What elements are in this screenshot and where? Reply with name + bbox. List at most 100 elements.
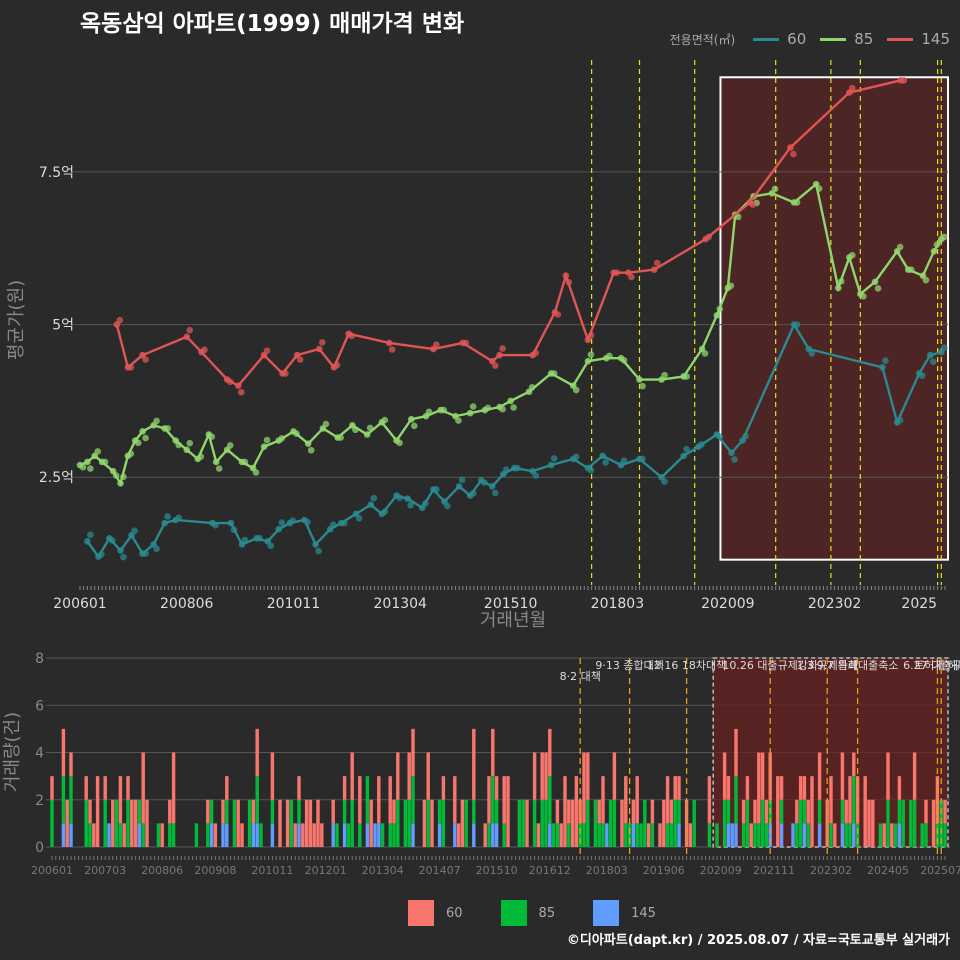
volume-bar-85 (194, 823, 199, 847)
volume-bar-60 (760, 752, 765, 800)
volume-bar-60 (597, 799, 601, 824)
volume-bar-60 (867, 799, 871, 847)
policy-annotation: 1.3 규제완화 (796, 659, 857, 672)
volume-bar-85 (88, 823, 92, 847)
volume-bar-85 (673, 799, 677, 847)
volume-bar-60 (411, 728, 415, 777)
deal-point-85 (241, 458, 249, 466)
point-85 (507, 397, 514, 405)
volume-bar-60 (844, 799, 848, 824)
volume-x-tick-label: 200601 (31, 864, 73, 877)
volume-bar-60 (665, 776, 670, 824)
volume-bar-60 (130, 799, 134, 847)
volume-bar-60 (225, 776, 229, 800)
point-85 (636, 376, 643, 383)
volume-bar-85 (464, 799, 468, 847)
deal-point-60 (550, 455, 558, 462)
volume-bar-60 (753, 799, 757, 824)
volume-bar-60 (388, 776, 392, 824)
deal-point-60 (164, 513, 171, 520)
volume-bar-85 (935, 823, 940, 847)
volume-bar-85 (795, 823, 799, 847)
volume-bar-60 (779, 776, 784, 800)
volume-bar-85 (909, 799, 913, 847)
point-85 (407, 415, 415, 423)
deal-point-60 (381, 508, 389, 515)
y-tick-label: 5억 (52, 318, 74, 334)
deal-point-60 (572, 453, 580, 461)
volume-bar-60 (931, 799, 936, 847)
volume-bar-85 (544, 799, 548, 847)
volume-bar-60 (795, 799, 799, 824)
volume-bar-60 (240, 823, 244, 847)
deal-point-60 (602, 459, 609, 466)
volume-bar-85 (601, 823, 605, 847)
legend-box-60 (408, 900, 434, 926)
deal-point-85 (79, 463, 87, 471)
volume-bar-60 (882, 823, 886, 847)
volume-bar-60 (532, 752, 537, 800)
volume-bar-85 (734, 776, 738, 824)
volume-bar-85 (437, 799, 442, 824)
volume-bar-60 (69, 752, 73, 777)
volume-bar-60 (342, 776, 347, 800)
deal-point-60 (131, 527, 138, 535)
volume-bar-60 (111, 799, 115, 847)
volume-bar-60 (441, 776, 446, 800)
deal-point-85 (87, 465, 94, 472)
volume-bar-85 (855, 823, 860, 847)
volume-bar-60 (802, 776, 807, 800)
deal-point-85 (425, 408, 433, 416)
volume-bar-60 (460, 799, 465, 847)
legend-bar-label-85: 85 (538, 905, 556, 921)
volume-bar-85 (225, 799, 229, 824)
volume-bar-85 (829, 823, 833, 847)
point-60 (728, 449, 735, 457)
volume-bar-60 (456, 823, 461, 847)
volume-bar-85 (411, 776, 415, 824)
deal-point-145 (462, 339, 470, 347)
deal-point-60 (502, 466, 510, 474)
deal-point-145 (790, 150, 797, 158)
volume-bar-85 (247, 799, 252, 847)
x-tick-label: 201304 (374, 596, 428, 612)
volume-bar-85 (715, 823, 719, 847)
policy-annotation: 9·13 종합대책 (595, 659, 663, 672)
deal-point-60 (444, 502, 451, 510)
source-footer: ©디아파트(dapt.kr) / 2025.08.07 / 자료=국토교통부 실… (566, 933, 950, 948)
deal-point-85 (572, 386, 580, 394)
volume-bar-60 (320, 823, 324, 847)
volume-bar-85 (608, 799, 613, 847)
volume-bar-85 (441, 799, 446, 847)
volume-bar-145 (631, 823, 636, 847)
x-tick-label: 200806 (160, 596, 214, 612)
volume-bar-85 (487, 823, 491, 847)
volume-bar-60 (567, 799, 571, 824)
volume-bar-85 (586, 799, 590, 847)
deal-point-60 (661, 478, 668, 485)
volume-bar-85 (472, 799, 476, 824)
deal-point-85 (142, 434, 149, 442)
volume-x-tick-label: 202302 (810, 864, 852, 877)
deal-point-145 (900, 77, 908, 84)
deal-point-85 (907, 266, 915, 273)
point-85 (183, 446, 191, 454)
volume-bar-145 (342, 823, 347, 847)
deal-point-60 (87, 531, 94, 539)
volume-bar-145 (779, 823, 784, 847)
legend-title: 전용면적(㎡) (669, 32, 736, 47)
legend-label-60: 60 (787, 30, 807, 48)
volume-bar-85 (893, 823, 898, 847)
series-line-145 (115, 79, 902, 388)
deal-point-85 (815, 185, 823, 192)
volume-bar-85 (753, 823, 757, 847)
deal-point-85 (606, 352, 613, 360)
volume-bar-60 (396, 752, 400, 800)
volume-bar-85 (206, 823, 210, 847)
deal-point-85 (366, 424, 374, 432)
volume-x-tick-label: 200806 (141, 864, 183, 877)
deal-point-145 (127, 364, 135, 371)
